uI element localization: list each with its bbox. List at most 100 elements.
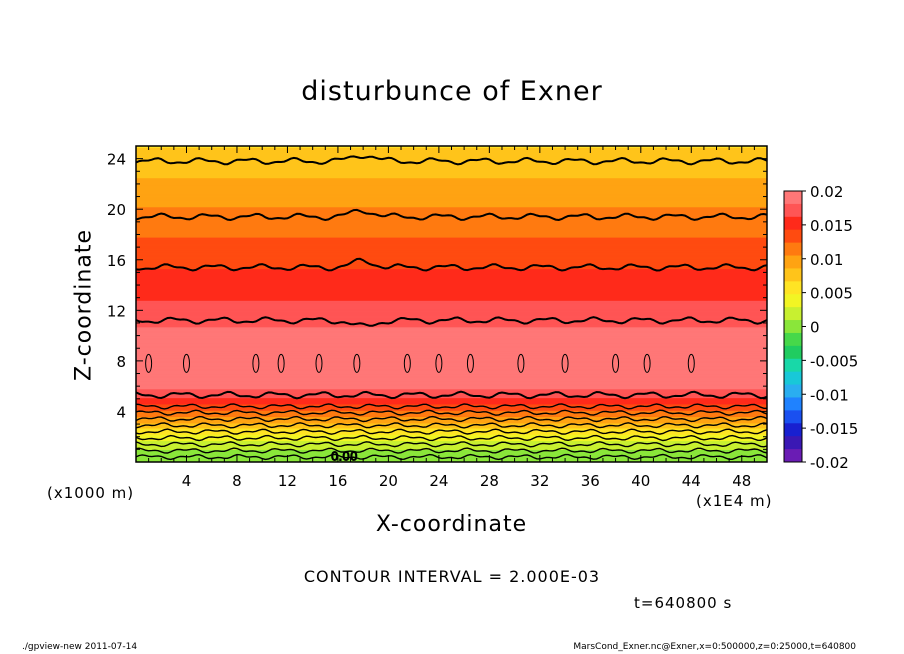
field-strip (136, 432, 767, 435)
field-strip (136, 249, 767, 252)
field-strip (136, 216, 767, 219)
field-strip (136, 426, 767, 429)
x-tick-label: 28 (480, 472, 499, 490)
field-strip (136, 242, 767, 244)
field-strip (136, 445, 767, 448)
colorbar-label: -0.005 (810, 352, 858, 370)
colorbar-swatch (784, 397, 802, 411)
field-strip (136, 269, 767, 272)
field-strip (136, 350, 767, 353)
field-strip (136, 377, 767, 380)
contour-cell (403, 353, 411, 373)
field-strip (136, 401, 767, 404)
x-tick-label: 12 (278, 472, 297, 490)
field-strip (136, 235, 767, 238)
x-axis-label: X-coordinate (375, 512, 528, 537)
field-strip (136, 387, 767, 390)
field-strip (136, 157, 767, 160)
field-strip (136, 329, 767, 332)
footer-left: ./gpview-new 2011-07-14 (22, 642, 138, 652)
field-strip (136, 151, 767, 153)
field-strip (136, 392, 767, 395)
field-strip (136, 453, 767, 456)
field-strip (136, 340, 767, 343)
field-strip (136, 437, 767, 440)
field-strip (136, 296, 767, 299)
contour-interval-note: CONTOUR INTERVAL = 2.000E-03 (303, 567, 601, 586)
field-strip (136, 176, 767, 179)
field-strip (136, 190, 767, 193)
field-strip (136, 211, 767, 214)
contour-line (136, 434, 767, 442)
x-tick-label: 32 (530, 472, 549, 490)
field-strip (136, 237, 767, 239)
field-strip (136, 195, 767, 198)
field-strip (136, 326, 767, 329)
y-tick-label: 20 (107, 201, 126, 219)
field-strip (136, 210, 767, 213)
footer-right: MarsCond_Exner.nc@Exner,x=0:500000,z=0:2… (573, 642, 856, 652)
field-strip (136, 206, 767, 209)
contour-cell (561, 353, 569, 373)
field-strip (136, 149, 767, 152)
field-strip (136, 339, 767, 342)
colorbar-label: 0.015 (810, 217, 853, 235)
field-strip (136, 362, 767, 365)
field-strip (136, 221, 767, 224)
field-strip (136, 226, 767, 229)
contour-line (136, 208, 767, 222)
colorbar-label: 0.01 (810, 251, 843, 269)
field-strip (136, 292, 767, 295)
field-strip (136, 345, 767, 348)
field-strip (136, 397, 767, 400)
field-strip (136, 341, 767, 344)
field-strip (136, 431, 767, 434)
field-strip (136, 309, 767, 311)
x-tick-label: 8 (232, 472, 242, 490)
field-strip (136, 233, 767, 236)
field-strip (136, 295, 767, 298)
field-strip (136, 180, 767, 182)
field-strip (136, 188, 767, 191)
field-strip (136, 181, 767, 184)
field-strip (136, 336, 767, 339)
field-strip (136, 335, 767, 338)
x-tick-label: 48 (732, 472, 751, 490)
field-strip (136, 238, 767, 241)
field-strip (136, 268, 767, 271)
field-strip (136, 220, 767, 223)
colorbar-swatch (784, 294, 802, 308)
colorbar-swatch (784, 410, 802, 424)
contour-cell (687, 353, 695, 373)
field-strip (136, 363, 767, 366)
field-strip (136, 207, 767, 210)
field-strip (136, 212, 767, 215)
field-strip (136, 276, 767, 279)
field-strip (136, 314, 767, 316)
field-strip (136, 287, 767, 290)
contour-line (136, 155, 767, 166)
field-strip (136, 400, 767, 402)
contour-line (136, 441, 767, 448)
field-strip (136, 183, 767, 186)
field-strip (136, 396, 767, 399)
field-strip (136, 301, 767, 304)
field-strip (136, 247, 767, 249)
field-strip (136, 344, 767, 347)
field-strip (136, 285, 767, 287)
colorbar-label: 0.02 (810, 183, 843, 201)
field-strip (136, 178, 767, 181)
field-strip (136, 201, 767, 204)
contour-cell (353, 353, 361, 373)
field-strip (136, 218, 767, 220)
field-strip (136, 407, 767, 410)
contour-cell (277, 353, 285, 373)
contour-line (136, 409, 767, 416)
field-strip (136, 374, 767, 377)
colorbar-swatch (784, 449, 802, 463)
field-strip (136, 389, 767, 392)
contour-fill-bands (136, 146, 767, 462)
contour-line (136, 415, 767, 423)
field-strip (136, 271, 767, 273)
contour-line (136, 316, 767, 327)
